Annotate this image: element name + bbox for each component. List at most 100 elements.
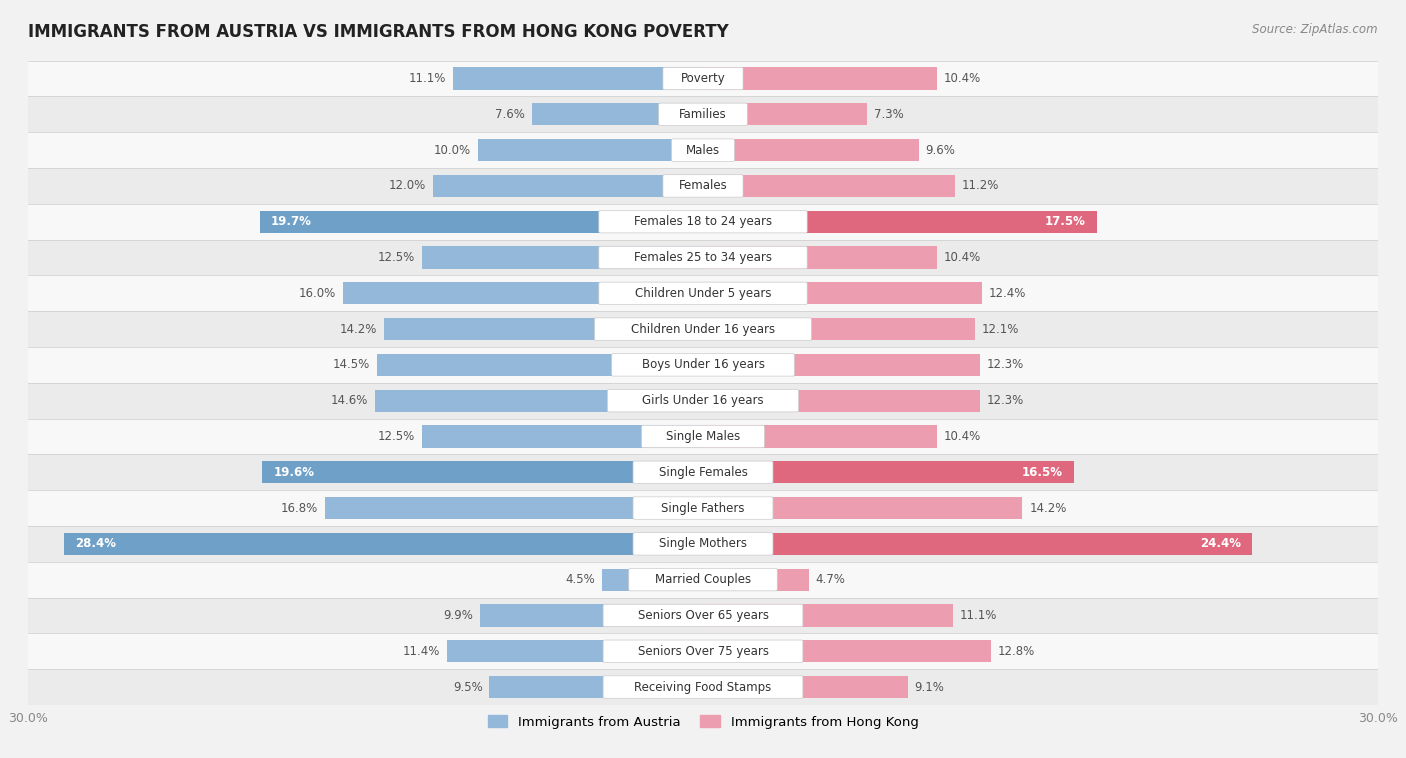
FancyBboxPatch shape xyxy=(612,354,794,376)
FancyBboxPatch shape xyxy=(658,103,748,126)
FancyBboxPatch shape xyxy=(633,533,773,555)
FancyBboxPatch shape xyxy=(664,67,742,89)
Text: Married Couples: Married Couples xyxy=(655,573,751,586)
Text: Boys Under 16 years: Boys Under 16 years xyxy=(641,359,765,371)
Bar xyxy=(28,240,1378,275)
Bar xyxy=(703,282,981,305)
Bar xyxy=(703,676,908,698)
Text: 4.5%: 4.5% xyxy=(565,573,595,586)
Text: Poverty: Poverty xyxy=(681,72,725,85)
Legend: Immigrants from Austria, Immigrants from Hong Kong: Immigrants from Austria, Immigrants from… xyxy=(482,709,924,734)
Bar xyxy=(65,533,703,555)
Text: 12.3%: 12.3% xyxy=(987,359,1024,371)
Bar xyxy=(703,461,1074,484)
Bar xyxy=(703,425,936,447)
Text: Females: Females xyxy=(679,180,727,193)
Bar xyxy=(28,562,1378,597)
Text: Males: Males xyxy=(686,143,720,157)
Text: 12.5%: 12.5% xyxy=(378,251,415,264)
Bar xyxy=(28,669,1378,705)
Bar xyxy=(384,318,703,340)
Text: Source: ZipAtlas.com: Source: ZipAtlas.com xyxy=(1253,23,1378,36)
Bar xyxy=(703,354,980,376)
Text: 7.3%: 7.3% xyxy=(875,108,904,121)
Text: 14.2%: 14.2% xyxy=(339,323,377,336)
Bar xyxy=(422,246,703,268)
FancyBboxPatch shape xyxy=(633,496,773,519)
FancyBboxPatch shape xyxy=(628,568,778,591)
Text: Single Fathers: Single Fathers xyxy=(661,502,745,515)
FancyBboxPatch shape xyxy=(641,425,765,448)
Text: Children Under 5 years: Children Under 5 years xyxy=(634,287,772,300)
Text: 9.1%: 9.1% xyxy=(914,681,945,694)
FancyBboxPatch shape xyxy=(599,211,807,233)
Bar xyxy=(703,103,868,125)
Bar xyxy=(703,246,936,268)
Text: 11.1%: 11.1% xyxy=(409,72,447,85)
Bar xyxy=(703,211,1097,233)
Bar xyxy=(260,211,703,233)
Text: 9.9%: 9.9% xyxy=(444,609,474,622)
Text: 9.6%: 9.6% xyxy=(925,143,956,157)
Bar xyxy=(28,490,1378,526)
FancyBboxPatch shape xyxy=(603,676,803,698)
Bar xyxy=(602,568,703,590)
Bar xyxy=(28,275,1378,312)
Text: 10.4%: 10.4% xyxy=(943,251,981,264)
Text: Single Mothers: Single Mothers xyxy=(659,537,747,550)
FancyBboxPatch shape xyxy=(607,390,799,412)
Text: 16.8%: 16.8% xyxy=(281,502,318,515)
Bar xyxy=(28,526,1378,562)
FancyBboxPatch shape xyxy=(664,174,742,197)
Bar xyxy=(703,175,955,197)
Text: 11.4%: 11.4% xyxy=(402,645,440,658)
Text: Single Males: Single Males xyxy=(666,430,740,443)
Text: 19.7%: 19.7% xyxy=(271,215,312,228)
FancyBboxPatch shape xyxy=(603,604,803,627)
Bar xyxy=(28,597,1378,634)
Text: 24.4%: 24.4% xyxy=(1199,537,1240,550)
Bar xyxy=(343,282,703,305)
Bar xyxy=(28,454,1378,490)
FancyBboxPatch shape xyxy=(599,282,807,305)
Text: 12.8%: 12.8% xyxy=(998,645,1035,658)
Text: 12.0%: 12.0% xyxy=(389,180,426,193)
Bar xyxy=(377,354,703,376)
Text: 10.0%: 10.0% xyxy=(434,143,471,157)
Bar xyxy=(28,204,1378,240)
Text: 7.6%: 7.6% xyxy=(495,108,526,121)
Text: 10.4%: 10.4% xyxy=(943,430,981,443)
Bar xyxy=(489,676,703,698)
Bar xyxy=(703,604,953,627)
Bar xyxy=(453,67,703,89)
Bar xyxy=(703,641,991,662)
Text: 12.4%: 12.4% xyxy=(988,287,1026,300)
Text: 28.4%: 28.4% xyxy=(76,537,117,550)
Text: 11.1%: 11.1% xyxy=(959,609,997,622)
Text: 14.5%: 14.5% xyxy=(333,359,370,371)
Bar xyxy=(325,497,703,519)
Text: 16.0%: 16.0% xyxy=(299,287,336,300)
Text: Children Under 16 years: Children Under 16 years xyxy=(631,323,775,336)
Text: Single Females: Single Females xyxy=(658,465,748,479)
Text: 4.7%: 4.7% xyxy=(815,573,845,586)
FancyBboxPatch shape xyxy=(595,318,811,340)
Text: 16.5%: 16.5% xyxy=(1022,465,1063,479)
Text: 14.6%: 14.6% xyxy=(330,394,368,407)
Bar xyxy=(28,418,1378,454)
Bar xyxy=(28,61,1378,96)
Bar xyxy=(531,103,703,125)
Text: 12.3%: 12.3% xyxy=(987,394,1024,407)
Text: 9.5%: 9.5% xyxy=(453,681,482,694)
Bar xyxy=(28,347,1378,383)
Text: 12.1%: 12.1% xyxy=(981,323,1019,336)
Text: 17.5%: 17.5% xyxy=(1045,215,1085,228)
Text: Girls Under 16 years: Girls Under 16 years xyxy=(643,394,763,407)
Bar xyxy=(28,168,1378,204)
Bar xyxy=(28,634,1378,669)
Text: Females 18 to 24 years: Females 18 to 24 years xyxy=(634,215,772,228)
Text: Receiving Food Stamps: Receiving Food Stamps xyxy=(634,681,772,694)
Bar xyxy=(28,312,1378,347)
Text: IMMIGRANTS FROM AUSTRIA VS IMMIGRANTS FROM HONG KONG POVERTY: IMMIGRANTS FROM AUSTRIA VS IMMIGRANTS FR… xyxy=(28,23,728,41)
FancyBboxPatch shape xyxy=(599,246,807,269)
